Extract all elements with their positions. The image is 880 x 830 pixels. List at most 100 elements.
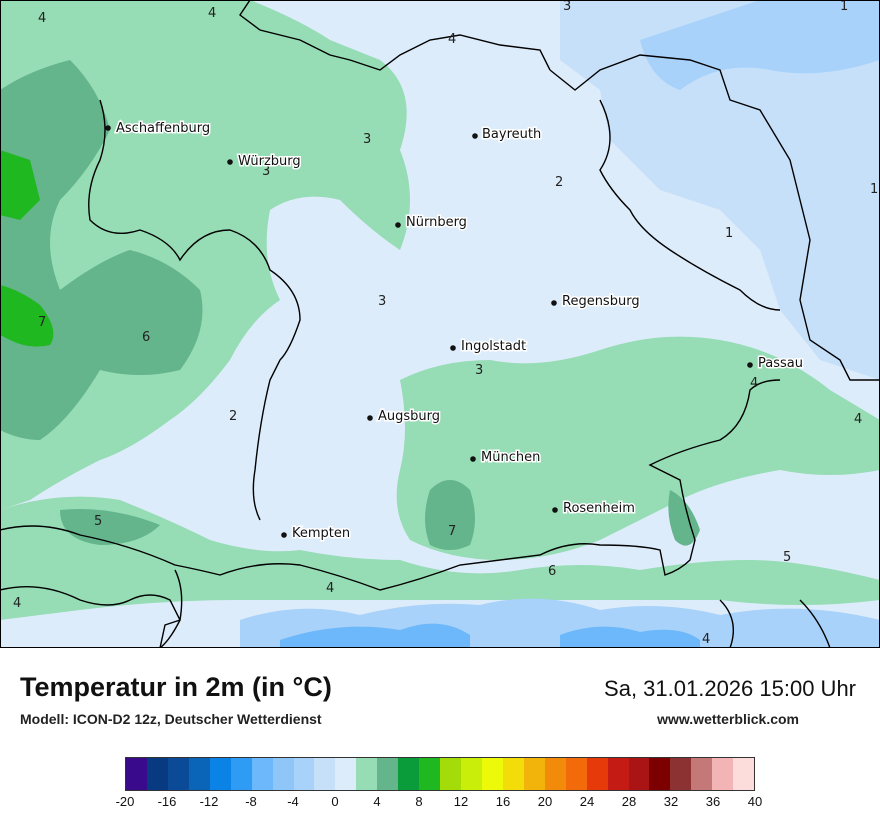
legend-color-segment (502, 758, 524, 790)
city-label: Aschaffenburg (116, 121, 210, 136)
legend-color-segment (188, 758, 210, 790)
contour-label: 3 (378, 294, 386, 309)
legend-tick-label: 20 (537, 794, 553, 809)
contour-label: 4 (208, 6, 216, 21)
colder-area-northeast (640, 0, 880, 90)
city-marker[interactable]: Passau (747, 355, 804, 373)
border-liechtenstein (159, 569, 183, 648)
contour-label: 4 (750, 376, 758, 391)
city-dot (281, 532, 287, 538)
legend-color-segment (209, 758, 231, 790)
contour-label: 4 (13, 596, 21, 611)
city-marker[interactable]: Aschaffenburg (105, 120, 212, 138)
warm-area-munich-south (425, 480, 475, 550)
city-marker[interactable]: Ingolstadt (450, 338, 528, 356)
legend-color-segment (733, 758, 755, 790)
contour-label: 6 (548, 564, 556, 579)
legend-color-segment (628, 758, 650, 790)
city-marker[interactable]: Bayreuth (472, 126, 543, 144)
legend-color-segment (607, 758, 629, 790)
city-dot (470, 456, 476, 462)
city-marker[interactable]: Rosenheim (552, 500, 636, 518)
legend-color-segment (398, 758, 420, 790)
legend-color-segment (335, 758, 357, 790)
temperature-map: 4 4 3 1 1 3 3 2 1 3 7 6 3 2 4 4 5 7 4 6 … (0, 0, 880, 648)
legend-tick-label: 16 (495, 794, 511, 809)
legend-color-segment (126, 758, 147, 790)
legend-tick-label: -12 (199, 794, 219, 809)
legend-tick-label: -4 (287, 794, 299, 809)
city-label: Bayreuth (482, 127, 541, 142)
legend-color-segment (146, 758, 168, 790)
legend-tick-label: -20 (115, 794, 135, 809)
warmest-area-west-2 (0, 285, 54, 347)
footer: Temperatur in 2m (in °C) Modell: ICON-D2… (0, 648, 880, 830)
city-dot (395, 222, 401, 228)
city-label: Ingolstadt (461, 339, 526, 354)
contour-label: 5 (94, 514, 102, 529)
city-dot (450, 345, 456, 351)
contour-label: 4 (702, 632, 710, 647)
contour-label: 3 (563, 0, 571, 14)
contour-label: 4 (38, 11, 46, 26)
legend-color-segment (649, 758, 671, 790)
contour-label: 3 (262, 164, 270, 179)
contour-label: 4 (854, 412, 862, 427)
legend-color-segment (314, 758, 336, 790)
warm-area-spessart (0, 60, 203, 440)
borders (0, 0, 880, 648)
legend-tick-label: 24 (579, 794, 595, 809)
contour-label: 1 (870, 182, 878, 197)
city-marker[interactable]: Augsburg (367, 408, 442, 426)
city-marker[interactable]: Nürnberg (395, 214, 468, 232)
legend-color-segment (377, 758, 399, 790)
border-czech-north (599, 99, 781, 311)
legend-color-segment (523, 758, 545, 790)
contour-label: 2 (229, 409, 237, 424)
legend-tick-label: 36 (705, 794, 721, 809)
legend-color-segment (167, 758, 189, 790)
cold-area-east (560, 0, 880, 380)
legend-tick-label: 12 (453, 794, 469, 809)
city-label: Würzburg (238, 154, 301, 169)
legend-color-segment (272, 758, 294, 790)
city-marker[interactable]: München (470, 449, 542, 467)
city-dot (747, 362, 753, 368)
border-austria (0, 379, 781, 591)
city-marker[interactable]: Würzburg (227, 153, 302, 171)
legend-tick-label: 4 (373, 794, 381, 809)
legend-color-segment (586, 758, 608, 790)
legend-color-segment (712, 758, 734, 790)
model-subtitle: Modell: ICON-D2 12z, Deutscher Wetterdie… (20, 711, 322, 727)
contour-label: 2 (555, 175, 563, 190)
border-south (719, 599, 734, 648)
legend-color-segment (691, 758, 713, 790)
city-label: Regensburg (562, 294, 640, 309)
legend-color-segment (440, 758, 461, 790)
city-dot (367, 415, 373, 421)
colder-area-alps (280, 623, 470, 648)
contour-label: 3 (363, 132, 371, 147)
legend-tick-label: 28 (621, 794, 637, 809)
legend-color-segment (670, 758, 692, 790)
city-dot (551, 300, 557, 306)
legend-color-segment (293, 758, 315, 790)
border-state-north (239, 0, 551, 71)
website-link[interactable]: www.wetterblick.com (657, 711, 799, 727)
city-marker[interactable]: Regensburg (551, 293, 641, 311)
warmest-area-west (0, 150, 40, 220)
border-czech (549, 54, 880, 381)
city-marker[interactable]: Kempten (281, 525, 352, 543)
city-label: Nürnberg (406, 215, 467, 230)
legend-ticks: -20 -16 -12 -8 -4 0 4 8 12 16 20 24 28 32 36 40 (0, 794, 880, 814)
contour-label: 6 (142, 330, 150, 345)
city-label: Augsburg (378, 409, 440, 424)
forecast-datetime: Sa, 31.01.2026 15:00 Uhr (604, 676, 856, 701)
legend-color-segment (419, 758, 441, 790)
legend-color-segment (251, 758, 273, 790)
cities: Aschaffenburg Würzburg Bayreuth Nürnberg… (105, 120, 804, 543)
city-dot (472, 133, 478, 139)
city-dot (105, 125, 111, 131)
mild-area-alps-foreland (0, 496, 880, 620)
legend-tick-label: 0 (331, 794, 339, 809)
